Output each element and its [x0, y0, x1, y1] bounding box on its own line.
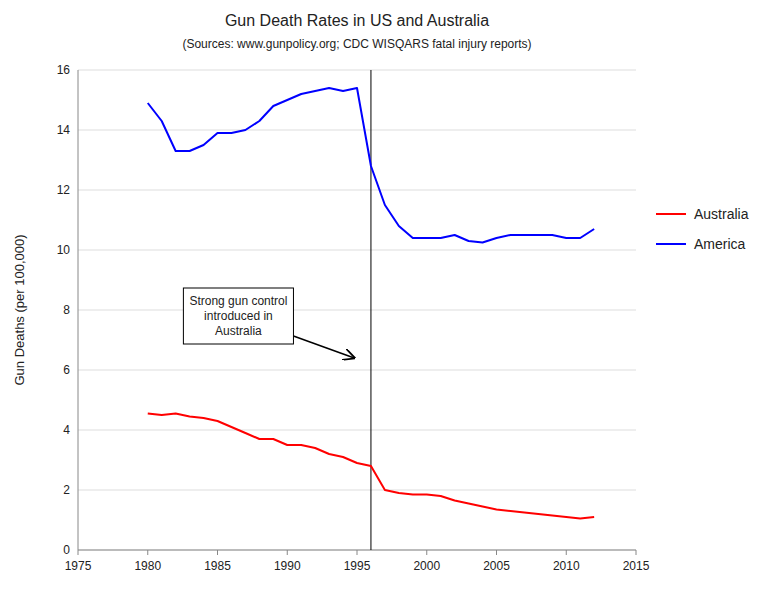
- title: Gun Death Rates in US and Australia: [225, 12, 489, 29]
- x-tick: [287, 550, 288, 555]
- legend-label: America: [694, 236, 746, 252]
- legend-label: Australia: [694, 206, 749, 222]
- annotation-text: Strong gun controlintroduced inAustralia: [189, 294, 287, 338]
- x-tick: [566, 550, 567, 555]
- y-axis: [78, 70, 79, 550]
- y-tick-label: 14: [57, 123, 71, 137]
- x-tick: [636, 550, 637, 555]
- legend-swatch: [656, 213, 686, 215]
- x-tick: [357, 550, 358, 555]
- x-axis: [78, 550, 636, 551]
- annotation-box: [183, 288, 293, 344]
- legend-swatch: [656, 243, 686, 245]
- grid: [78, 70, 636, 550]
- grid-line: [78, 310, 636, 311]
- x-tick: [217, 550, 218, 555]
- x-tick: [78, 550, 79, 555]
- y-tick-label: 10: [57, 243, 71, 257]
- reference-line: [370, 70, 371, 550]
- y-tick-label: 0: [63, 543, 70, 557]
- y-tick-label: 16: [57, 63, 71, 77]
- x-tick: [426, 550, 427, 555]
- grid-line: [78, 130, 636, 131]
- grid-line: [78, 550, 636, 551]
- grid-line: [78, 190, 636, 191]
- annotation-arrow: [293, 336, 354, 358]
- line: [148, 88, 594, 243]
- x-tick: [496, 550, 497, 555]
- line: [148, 414, 594, 519]
- y-axis-label: Gun Deaths (per 100,000): [12, 234, 27, 385]
- plot-area: [148, 70, 594, 550]
- x-tick-label: 1985: [204, 559, 231, 573]
- grid-line: [78, 490, 636, 491]
- x-tick: [147, 550, 148, 555]
- x-tick-label: 1995: [344, 559, 371, 573]
- annotation: Strong gun controlintroduced inAustralia: [183, 288, 354, 358]
- y-tick-label: 4: [63, 423, 70, 437]
- x-tick-label: 2010: [553, 559, 580, 573]
- x-tick-label: 1975: [65, 559, 92, 573]
- x-tick-label: 2005: [483, 559, 510, 573]
- legend: Australia America: [656, 206, 749, 252]
- grid-line: [78, 250, 636, 251]
- chart: Gun Death Rates in US and Australia (Sour…: [0, 0, 776, 600]
- grid-line: [78, 70, 636, 71]
- y-tick-label: 12: [57, 183, 71, 197]
- y-tick-label: 8: [63, 303, 70, 317]
- subtitle: (Sources: www.gunpolicy.org; CDC WISQARS…: [182, 37, 531, 51]
- x-tick-label: 1990: [274, 559, 301, 573]
- grid-line: [78, 430, 636, 431]
- y-tick-label: 2: [63, 483, 70, 497]
- y-tick-label: 6: [63, 363, 70, 377]
- grid-line: [78, 370, 636, 371]
- x-tick-label: 2015: [623, 559, 650, 573]
- x-tick-label: 1980: [134, 559, 161, 573]
- x-tick-label: 2000: [413, 559, 440, 573]
